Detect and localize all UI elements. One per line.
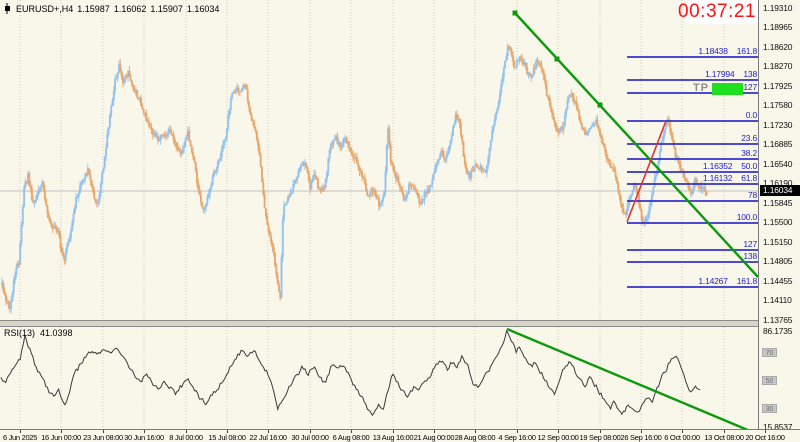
time-axis-label: 30 Jun 16:00: [124, 433, 164, 442]
time-axis-label: 13 Aug 16:00: [372, 433, 414, 442]
symbol-timeframe: EURUSD+,H4: [16, 3, 74, 14]
time-axis[interactable]: 6 Jun 2025 16 Jun 00:00 23 Jun 08:00 30 Jun…: [0, 429, 800, 442]
rsi-axis-label: 15.8537: [763, 422, 793, 432]
time-axis-label: 16 Jun 00:00: [41, 433, 81, 442]
price-axis-label: 1.14805: [763, 256, 793, 266]
price-axis-label: 1.14110: [763, 295, 792, 305]
time-axis-label: 23 Jun 08:00: [83, 433, 123, 442]
time-axis-tick: [268, 430, 269, 433]
symbol-ohlc-bar: EURUSD+,H4 1.15987 1.16062 1.15907 1.160…: [3, 3, 223, 14]
price-axis-label: 1.17230: [763, 120, 793, 130]
tp-box[interactable]: [712, 83, 743, 95]
ohlc-open: 1.15987: [77, 3, 110, 14]
rsi-indicator-label: RSI(13) 41.0398: [4, 328, 78, 338]
price-axis-label: 1.17925: [763, 81, 793, 91]
rsi-value: 41.0398: [40, 328, 73, 338]
time-axis-label: 12 Sep 00:00: [537, 433, 579, 442]
price-axis-label: 1.14455: [763, 276, 793, 286]
ohlc-low: 1.15907: [150, 3, 183, 14]
time-axis-tick: [61, 430, 62, 433]
time-axis-tick: [475, 430, 476, 433]
time-axis-tick: [144, 430, 145, 433]
time-axis-tick: [765, 430, 766, 433]
time-axis-label: 28 Aug 08:00: [454, 433, 496, 442]
time-axis-label: 8 Jul 00:00: [169, 433, 203, 442]
price-axis-label: 1.18620: [763, 42, 793, 52]
time-axis-label: 30 Jul 00:00: [291, 433, 329, 442]
time-axis-label: 15 Jul 08:00: [208, 433, 246, 442]
time-axis-label: 4 Sep 16:00: [498, 433, 536, 442]
price-axis-label: 1.16190: [763, 178, 793, 188]
rsi-level-badge: 70: [762, 348, 777, 357]
rsi-level-badge: 30: [762, 404, 777, 413]
price-axis-label: 1.15500: [763, 217, 793, 227]
time-axis-tick: [310, 430, 311, 433]
rsi-name: RSI(13): [4, 328, 36, 338]
timer-value: 00:37:21: [678, 1, 756, 22]
time-axis-label: 19 Sep 08:00: [579, 433, 621, 442]
time-axis-tick: [393, 430, 394, 433]
price-axis-label: 1.16540: [763, 159, 793, 169]
ohlc-high: 1.16062: [113, 3, 147, 14]
time-axis-label: 6 Oct 00:00: [664, 433, 700, 442]
time-axis-label: 22 Jul 16:00: [249, 433, 287, 442]
price-axis-label: 1.15150: [763, 237, 793, 247]
time-axis-tick: [227, 430, 228, 433]
time-axis-label: 26 Sep 16:00: [620, 433, 662, 442]
price-axis[interactable]: 1.19310 1.18965 1.18620 1.18270 1.17925 1.175…: [758, 0, 800, 442]
chart-symbol-icon: [3, 3, 12, 14]
price-axis-label: 1.15845: [763, 198, 793, 208]
panel-separator[interactable]: [0, 320, 800, 327]
main-chart-canvas[interactable]: [0, 0, 758, 321]
time-axis-label: 20 Oct 16:00: [745, 433, 785, 442]
time-axis-tick: [434, 430, 435, 433]
candle-countdown-timer: 00:37:21: [678, 0, 758, 24]
rsi-axis-label: 86.1735: [763, 326, 793, 336]
rsi-level-badge: 50: [762, 376, 777, 385]
rsi-panel-canvas[interactable]: [0, 327, 758, 429]
time-axis-tick: [186, 430, 187, 433]
tp-label: TP: [692, 82, 709, 94]
time-axis-tick: [351, 430, 352, 433]
price-axis-label: 1.18965: [763, 22, 793, 32]
time-axis-tick: [103, 430, 104, 433]
time-axis-label: 13 Oct 08:00: [704, 433, 744, 442]
price-axis-label: 1.16885: [763, 139, 793, 149]
time-axis-label: 6 Aug 08:00: [332, 433, 370, 442]
time-axis-tick: [20, 430, 21, 433]
ohlc-close: 1.16034: [186, 3, 220, 14]
price-axis-label: 1.18270: [763, 61, 793, 71]
current-price-badge: 1.16034: [760, 185, 800, 196]
time-axis-label: 6 Jun 2025: [2, 433, 38, 442]
price-axis-label: 1.17580: [763, 100, 793, 110]
time-axis-label: 21 Aug 00:00: [413, 433, 455, 442]
price-axis-label: 1.19310: [763, 3, 793, 13]
price-axis-label: 1.13765: [763, 315, 793, 325]
